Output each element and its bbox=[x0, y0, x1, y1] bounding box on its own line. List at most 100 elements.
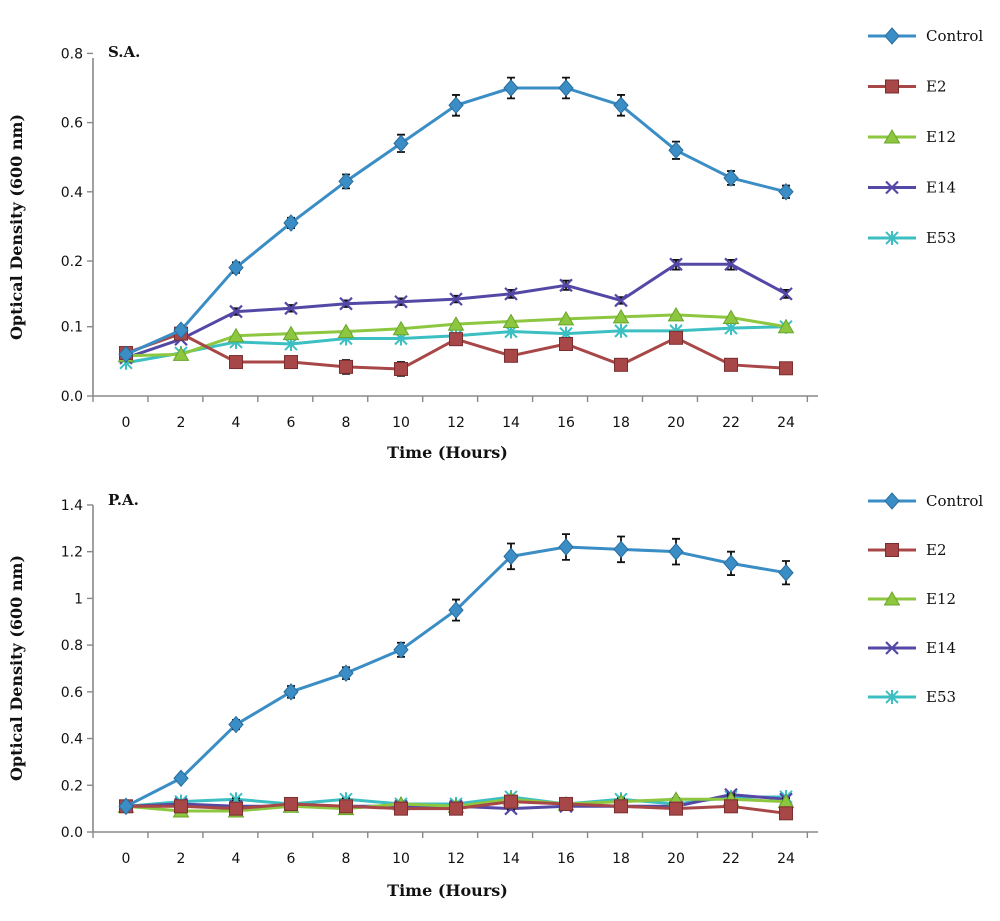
legend-item: Control bbox=[868, 492, 983, 510]
data-point bbox=[503, 79, 519, 97]
legend-item: E53 bbox=[868, 229, 956, 247]
data-point bbox=[724, 257, 738, 272]
data-point bbox=[779, 361, 793, 376]
legend-item: E2 bbox=[868, 541, 947, 559]
y-tick-label: 0.2 bbox=[61, 778, 83, 794]
data-point bbox=[614, 357, 628, 372]
legend-label: E53 bbox=[926, 229, 956, 247]
panel-title: S.A. bbox=[108, 43, 140, 61]
x-tick-label: 16 bbox=[557, 851, 575, 867]
series-e2 bbox=[119, 326, 793, 377]
data-point bbox=[339, 296, 353, 311]
x-tick-label: 18 bbox=[612, 415, 630, 431]
legend-item: E14 bbox=[868, 639, 956, 657]
x-tick-label: 24 bbox=[777, 851, 795, 867]
data-point bbox=[393, 641, 409, 659]
data-point bbox=[722, 309, 740, 325]
y-axis-label: Optical Density (600 nm) bbox=[7, 555, 26, 781]
data-point bbox=[173, 769, 189, 788]
data-point bbox=[778, 563, 794, 582]
x-tick-label: 4 bbox=[232, 851, 241, 867]
data-point bbox=[504, 348, 518, 363]
x-tick-label: 6 bbox=[287, 415, 296, 431]
data-point bbox=[778, 183, 794, 201]
y-axis-label: Optical Density (600 nm) bbox=[7, 114, 26, 340]
x-tick-label: 4 bbox=[232, 415, 241, 431]
x-tick-label: 6 bbox=[287, 851, 296, 867]
x-axis-label: Time (Hours) bbox=[387, 881, 508, 900]
data-point bbox=[229, 355, 243, 370]
x-axis-label: Time (Hours) bbox=[387, 443, 508, 462]
legend-marker bbox=[885, 543, 899, 557]
data-point bbox=[447, 316, 465, 331]
data-point bbox=[503, 547, 519, 566]
legend-item: E2 bbox=[868, 78, 947, 96]
legend-marker bbox=[885, 641, 899, 655]
x-tick-label: 22 bbox=[722, 415, 740, 431]
panel-title: P.A. bbox=[108, 491, 139, 509]
data-point bbox=[614, 323, 628, 338]
x-tick-label: 12 bbox=[447, 415, 465, 431]
legend-label: E2 bbox=[926, 541, 947, 559]
legend-item: E12 bbox=[868, 128, 956, 146]
data-point bbox=[558, 538, 574, 556]
data-point bbox=[669, 801, 683, 816]
data-point bbox=[724, 357, 738, 372]
x-tick-label: 0 bbox=[122, 851, 131, 867]
legend-marker bbox=[885, 180, 899, 195]
y-tick-label: 0.8 bbox=[61, 638, 83, 654]
x-tick-label: 20 bbox=[667, 851, 685, 867]
x-tick-label: 14 bbox=[502, 415, 520, 431]
y-tick-label: 0.0 bbox=[61, 389, 83, 405]
legend-marker bbox=[884, 27, 900, 45]
data-point bbox=[118, 345, 134, 364]
data-point bbox=[558, 79, 574, 97]
data-point bbox=[504, 287, 518, 301]
y-tick-label: 1.4 bbox=[61, 498, 83, 514]
data-point bbox=[172, 346, 190, 361]
data-point bbox=[392, 320, 410, 336]
data-point bbox=[393, 134, 409, 153]
data-point bbox=[559, 278, 573, 293]
data-point bbox=[669, 330, 683, 345]
legend-marker bbox=[885, 231, 899, 245]
legend-label: E14 bbox=[926, 639, 956, 657]
data-point bbox=[282, 325, 300, 341]
series-control bbox=[118, 533, 794, 816]
data-point bbox=[723, 169, 739, 187]
x-tick-label: 12 bbox=[447, 851, 465, 867]
data-point bbox=[557, 310, 575, 326]
data-point bbox=[449, 292, 463, 306]
data-point bbox=[339, 799, 353, 814]
data-point bbox=[779, 287, 793, 301]
legend-marker bbox=[883, 590, 901, 606]
x-tick-label: 20 bbox=[667, 415, 685, 431]
series-control bbox=[118, 76, 794, 364]
y-tick-label: 1.2 bbox=[61, 545, 83, 561]
legend-marker bbox=[884, 492, 900, 510]
data-point bbox=[229, 304, 243, 319]
y-tick-label: 0.6 bbox=[61, 685, 83, 701]
legend-item: Control bbox=[868, 27, 983, 45]
data-point bbox=[779, 806, 793, 821]
x-tick-label: 10 bbox=[392, 415, 410, 431]
data-point bbox=[449, 801, 463, 816]
data-point bbox=[228, 258, 244, 277]
data-point bbox=[173, 321, 189, 339]
legend-label: E12 bbox=[926, 128, 956, 146]
data-point bbox=[668, 542, 684, 561]
data-point bbox=[394, 361, 408, 376]
data-point bbox=[559, 796, 573, 811]
data-point bbox=[669, 257, 683, 272]
data-point bbox=[668, 141, 684, 160]
x-tick-label: 14 bbox=[502, 851, 520, 867]
data-point bbox=[614, 799, 628, 814]
legend-label: Control bbox=[926, 492, 983, 510]
y-tick-label: 0.0 bbox=[61, 825, 83, 841]
data-point bbox=[502, 313, 520, 328]
chart-panel-2: 0.00.20.40.60.811.21.40 2 4 6 8 10 12 14 16 18 20 2… bbox=[7, 491, 983, 900]
data-point bbox=[613, 96, 629, 115]
legend-item: E53 bbox=[868, 688, 956, 706]
legend-label: Control bbox=[926, 27, 983, 45]
